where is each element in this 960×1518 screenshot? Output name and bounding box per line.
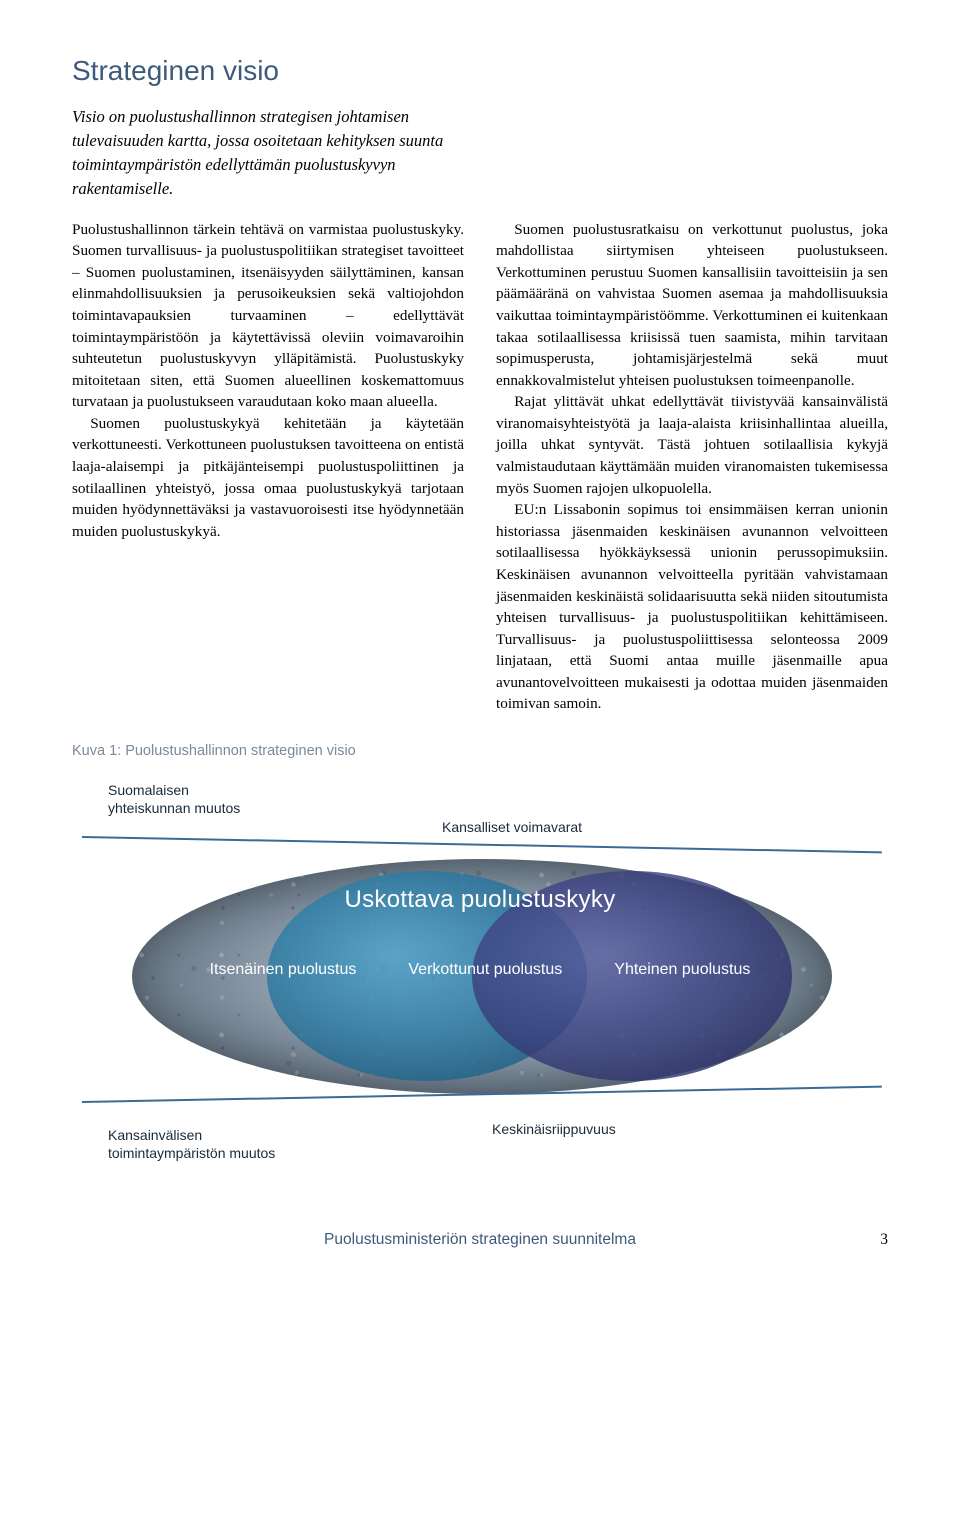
- label-networked-defence: Verkottunut puolustus: [408, 961, 562, 979]
- body-paragraph-5: EU:n Lissabonin sopimus toi ensimmäisen …: [496, 499, 888, 715]
- bottom-center-label: Keskinäisriippuvuus: [492, 1121, 616, 1137]
- page-number: 3: [880, 1231, 888, 1249]
- intro-paragraph: Visio on puolustushallinnon strategisen …: [72, 105, 464, 201]
- body-paragraph-3: Suomen puolustusratkaisu on verkottunut …: [496, 219, 888, 392]
- top-left-label: Suomalaisen yhteiskunnan muutos: [108, 781, 240, 817]
- upper-rule-line: [82, 836, 882, 854]
- top-left-label-line1: Suomalaisen: [108, 781, 240, 799]
- diagram-title: Uskottava puolustuskyky: [72, 886, 888, 914]
- body-columns: Puolustushallinnon tärkein tehtävä on va…: [72, 219, 888, 715]
- label-common-defence: Yhteinen puolustus: [614, 961, 750, 979]
- bottom-left-label-line1: Kansainvälisen: [108, 1126, 275, 1144]
- bottom-left-label: Kansainvälisen toimintaympäristön muutos: [108, 1126, 275, 1162]
- label-independent-defence: Itsenäinen puolustus: [210, 961, 357, 979]
- body-paragraph-2: Suomen puolustuskykyä kehitetään ja käyt…: [72, 413, 464, 542]
- document-page: Strateginen visio Visio on puolustushall…: [0, 0, 960, 1289]
- body-paragraph-4: Rajat ylittävät uhkat edellyttävät tiivi…: [496, 391, 888, 499]
- top-left-label-line2: yhteiskunnan muutos: [108, 799, 240, 817]
- bottom-left-label-line2: toimintaympäristön muutos: [108, 1144, 275, 1162]
- page-heading: Strateginen visio: [72, 55, 888, 87]
- figure-caption: Kuva 1: Puolustushallinnon strateginen v…: [72, 743, 888, 759]
- page-footer: Puolustusministeriön strateginen suunnit…: [72, 1231, 888, 1249]
- strategic-vision-diagram: Suomalaisen yhteiskunnan muutos Kansalli…: [72, 781, 888, 1181]
- top-center-label: Kansalliset voimavarat: [442, 819, 582, 835]
- body-paragraph-1: Puolustushallinnon tärkein tehtävä on va…: [72, 219, 464, 413]
- diagram-inner-labels: Itsenäinen puolustus Verkottunut puolust…: [72, 961, 888, 979]
- footer-title: Puolustusministeriön strateginen suunnit…: [324, 1231, 636, 1248]
